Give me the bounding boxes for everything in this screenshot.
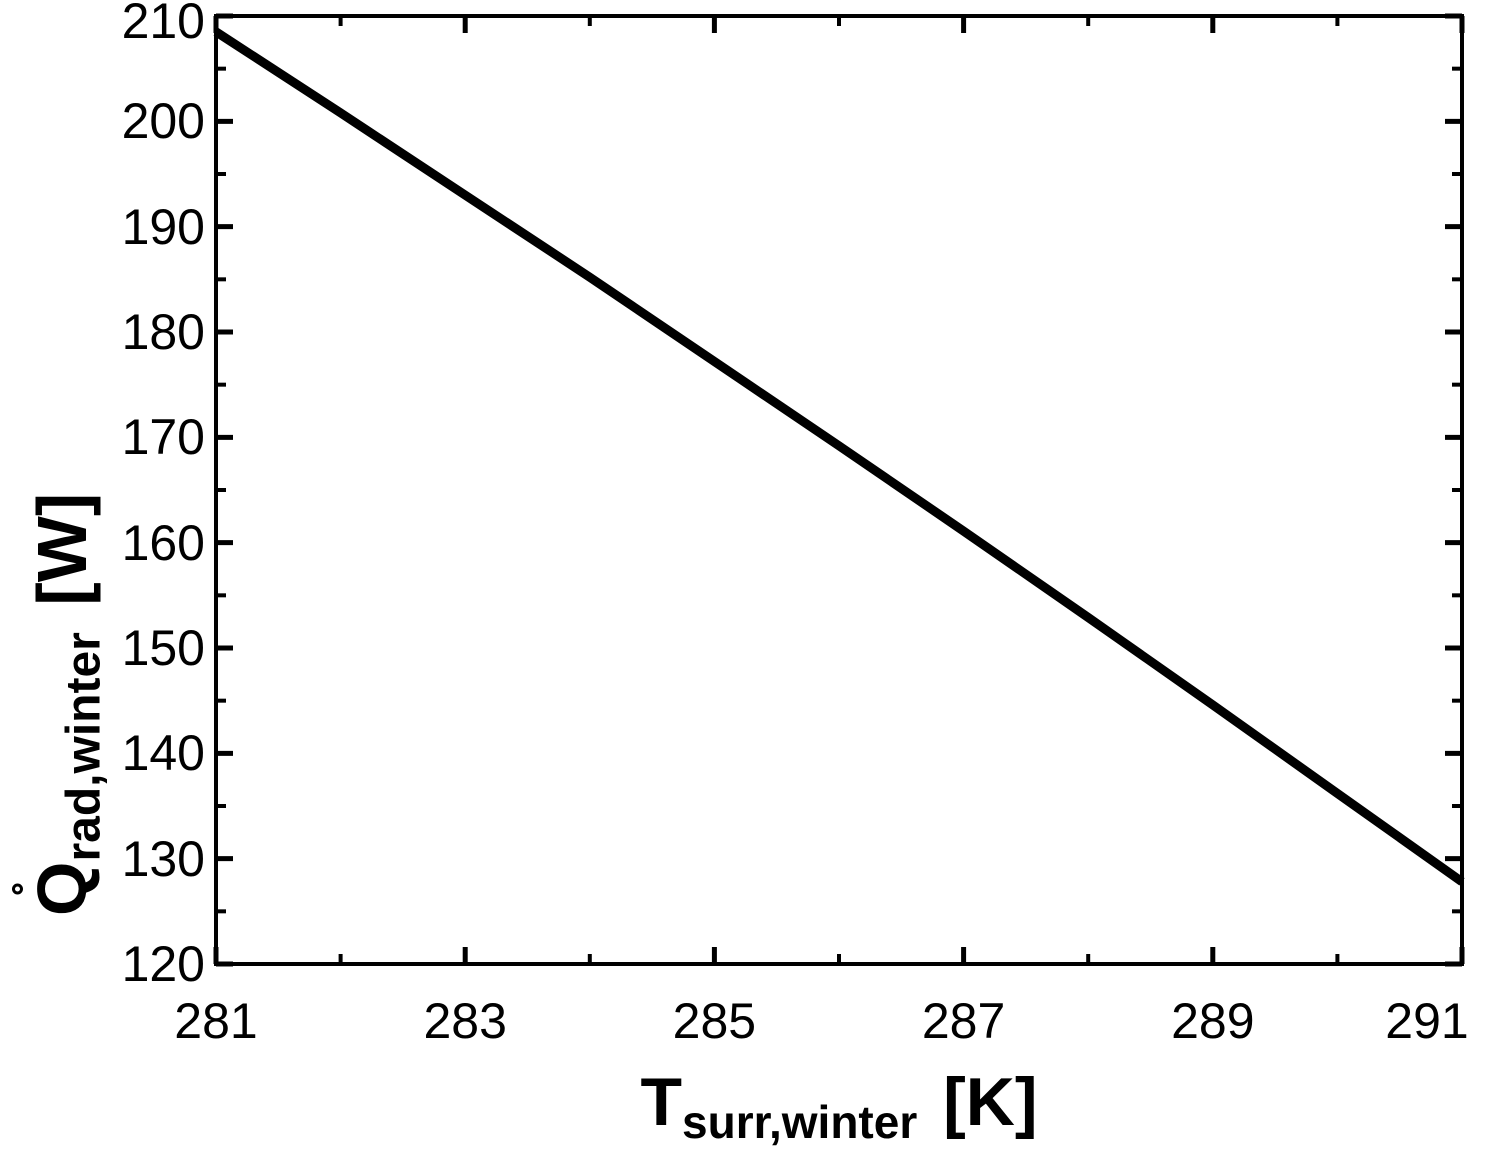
plot-border bbox=[214, 14, 1464, 966]
y-tick-label: 150 bbox=[121, 620, 205, 676]
y-tick-label: 160 bbox=[121, 514, 205, 571]
x-axis-title: Tsurr,winter [K] bbox=[216, 1064, 1462, 1160]
x-axis-unit: [K] bbox=[943, 1064, 1038, 1140]
y-tick-label: 190 bbox=[121, 198, 205, 255]
x-tick-label: 289 bbox=[1171, 993, 1255, 1049]
y-axis-title: Qrad,winter [W] bbox=[12, 492, 124, 916]
y-axis-subscript: rad,winter bbox=[57, 632, 111, 862]
x-axis-subscript: surr,winter bbox=[682, 1095, 918, 1148]
y-axis-unit: [W] bbox=[23, 492, 101, 606]
x-tick-label: 285 bbox=[672, 993, 757, 1049]
q-overdot-icon bbox=[12, 883, 23, 895]
y-tick-label: 200 bbox=[121, 93, 205, 150]
y-tick-label: 180 bbox=[121, 304, 205, 360]
x-tick-label: 283 bbox=[423, 993, 507, 1049]
y-tick-label: 210 bbox=[121, 0, 205, 49]
y-tick-label: 140 bbox=[121, 725, 205, 782]
y-tick-label: 170 bbox=[121, 409, 205, 466]
x-tick-label: 291 bbox=[1385, 993, 1469, 1049]
y-tick-label: 120 bbox=[121, 936, 205, 992]
x-tick-label: 287 bbox=[921, 993, 1006, 1049]
x-tick-label: 281 bbox=[174, 993, 258, 1049]
y-axis-symbol-text: Q bbox=[23, 861, 101, 916]
x-axis-symbol: T bbox=[640, 1064, 683, 1140]
y-tick-label: 130 bbox=[121, 830, 205, 887]
data-series-line bbox=[213, 28, 1465, 886]
y-axis-symbol: Q bbox=[12, 861, 102, 916]
